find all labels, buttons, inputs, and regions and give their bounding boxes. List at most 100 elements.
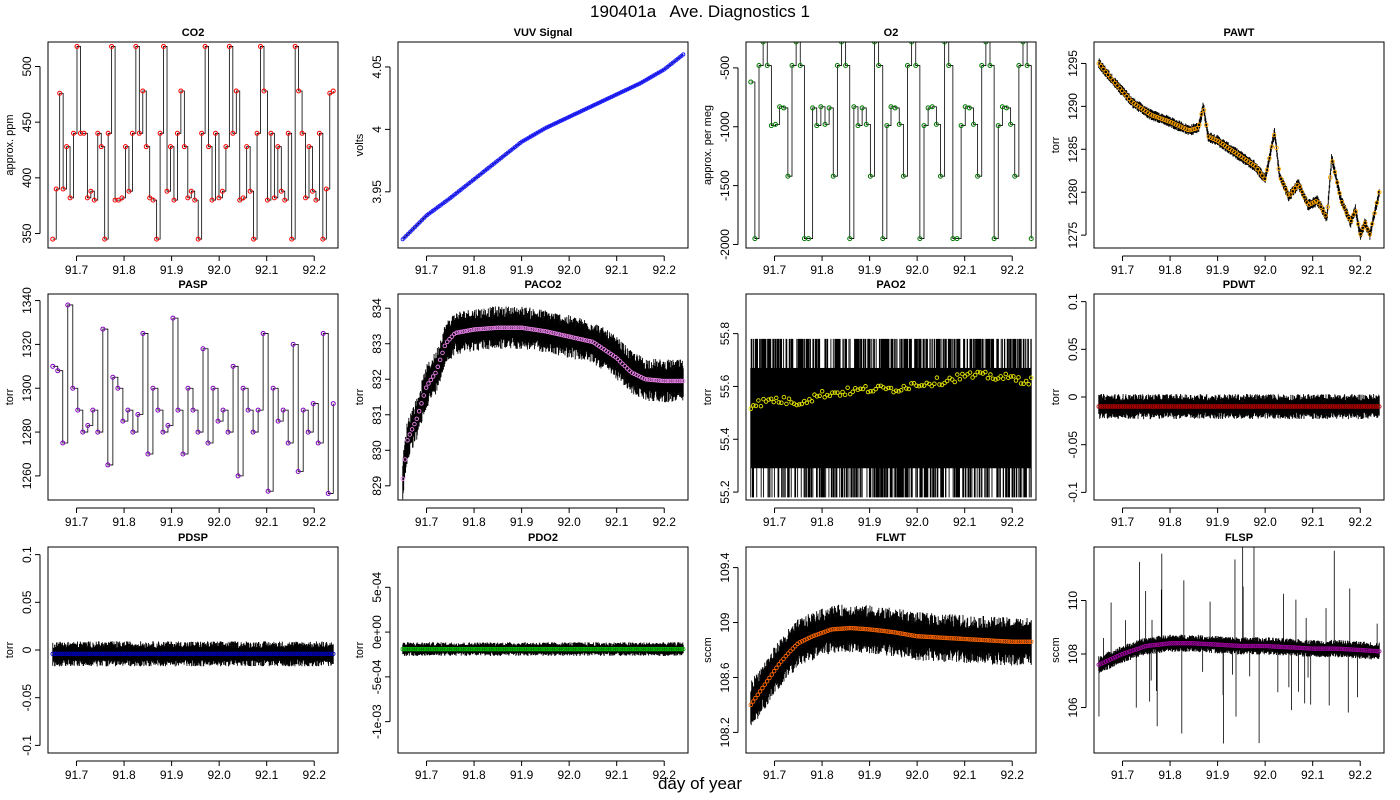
- data-point: [645, 646, 651, 652]
- data-point: [958, 123, 964, 129]
- x-tick-label: 91.9: [510, 515, 534, 529]
- x-tick-label: 92.0: [557, 768, 581, 782]
- data-point: [253, 651, 259, 657]
- data-point: [842, 626, 847, 631]
- y-axis-label: approx. per meg: [702, 105, 714, 185]
- data-point: [1306, 202, 1312, 207]
- y-tick-label: -0.05: [1066, 431, 1080, 459]
- data-point: [1365, 226, 1370, 232]
- data-point: [846, 625, 852, 631]
- data-point: [1171, 404, 1176, 409]
- data-point: [1171, 121, 1176, 126]
- x-axis-title: day of year: [657, 774, 743, 793]
- data-point: [1344, 404, 1349, 409]
- data-point: [1365, 404, 1370, 409]
- x-tick-label: 92.2: [653, 515, 677, 529]
- data-point: [1246, 643, 1251, 649]
- data-point: [1320, 646, 1326, 651]
- data-point: [1309, 404, 1314, 409]
- data-point: [657, 646, 663, 652]
- data-point: [1168, 404, 1174, 409]
- data-point: [750, 699, 756, 704]
- data-point: [571, 335, 576, 340]
- data-point: [776, 662, 782, 667]
- y-tick-label: -1500: [718, 170, 732, 201]
- data-point: [1323, 646, 1328, 651]
- data-point: [615, 646, 621, 652]
- x-tick-label: 91.7: [65, 768, 89, 782]
- data-point: [664, 646, 670, 652]
- data-point: [923, 634, 929, 640]
- x-tick-label: 91.9: [858, 768, 882, 782]
- plot-area: [748, 42, 1034, 242]
- data-point: [1330, 646, 1335, 651]
- plot-area: [1096, 393, 1382, 420]
- data-point: [900, 173, 906, 179]
- data-point: [132, 651, 137, 657]
- y-tick-label: 0.1: [20, 546, 34, 563]
- data-point: [966, 105, 972, 111]
- data-point: [796, 402, 802, 407]
- data-point: [975, 369, 980, 375]
- panel-title: FLSP: [1225, 532, 1253, 544]
- data-point: [272, 651, 278, 657]
- data-point: [909, 633, 915, 638]
- data-point: [930, 634, 936, 640]
- data-point: [1103, 659, 1109, 664]
- data-point: [531, 646, 536, 652]
- data-point: [1227, 643, 1232, 648]
- data-point: [59, 651, 65, 657]
- data-point: [568, 646, 574, 652]
- series-noise: [402, 306, 684, 500]
- data-point: [919, 383, 924, 388]
- panel-title: CO2: [182, 27, 205, 39]
- x-tick-label: 91.8: [112, 768, 136, 782]
- data-point: [270, 651, 275, 657]
- data-point: [69, 651, 74, 657]
- data-point: [664, 378, 670, 384]
- data-point: [407, 646, 413, 652]
- data-point: [1264, 404, 1270, 409]
- y-tick-label: 0: [20, 646, 34, 653]
- data-point: [313, 197, 319, 203]
- data-point: [428, 377, 434, 383]
- data-point: [285, 130, 291, 136]
- data-point: [847, 391, 853, 397]
- data-point: [603, 646, 609, 652]
- data-point: [529, 326, 534, 332]
- data-point: [970, 637, 976, 642]
- data-point: [157, 130, 163, 136]
- data-point: [192, 197, 198, 203]
- data-point: [783, 653, 789, 659]
- data-point: [781, 656, 786, 662]
- data-point: [1157, 115, 1162, 121]
- data-point: [169, 651, 175, 657]
- data-point: [1154, 114, 1160, 120]
- data-point: [126, 188, 132, 194]
- y-tick-label: -1e-03: [370, 704, 384, 739]
- data-point: [1190, 127, 1195, 132]
- data-point: [235, 473, 241, 479]
- data-point: [952, 379, 957, 385]
- data-point: [206, 144, 212, 150]
- y-axis-label: torr: [4, 641, 16, 658]
- data-point: [1122, 404, 1127, 409]
- data-point: [995, 123, 1001, 129]
- data-point: [1255, 404, 1260, 409]
- data-point: [1227, 404, 1232, 409]
- panel-title: PDSP: [178, 532, 208, 544]
- data-point: [855, 123, 861, 129]
- data-point: [210, 385, 216, 391]
- data-point: [1239, 643, 1244, 649]
- x-tick-label: 91.9: [858, 515, 882, 529]
- data-point: [904, 63, 910, 69]
- data-point: [1131, 404, 1137, 409]
- x-tick-label: 92.0: [557, 515, 581, 529]
- data-point: [779, 400, 784, 406]
- data-point: [1187, 641, 1193, 646]
- data-point: [1376, 189, 1382, 195]
- data-point: [1292, 404, 1298, 409]
- data-point: [863, 626, 868, 632]
- series-noise: [1098, 634, 1380, 673]
- x-tick-label: 91.9: [160, 263, 184, 277]
